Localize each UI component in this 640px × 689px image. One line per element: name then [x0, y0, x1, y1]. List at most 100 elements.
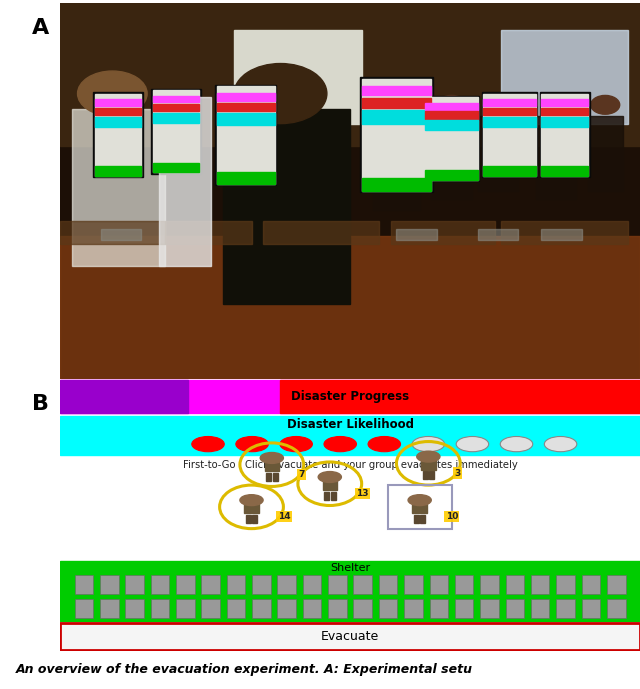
Bar — [244, 502, 259, 513]
Bar — [176, 575, 195, 594]
Bar — [388, 485, 452, 528]
Text: Evacuate: Evacuate — [321, 630, 380, 643]
Bar — [501, 30, 628, 123]
Text: First-to-Go : Click Evacuate and your group evacuates immediately: First-to-Go : Click Evacuate and your gr… — [182, 460, 518, 470]
Bar — [362, 86, 431, 96]
Circle shape — [236, 437, 268, 452]
Bar — [60, 623, 640, 650]
Bar — [153, 90, 199, 172]
Bar — [153, 96, 199, 102]
Bar — [396, 229, 437, 240]
Circle shape — [318, 471, 341, 482]
Text: An overview of the evacuation experiment. A: Experimental setu: An overview of the evacuation experiment… — [16, 663, 473, 676]
Bar — [150, 575, 169, 594]
Circle shape — [417, 451, 440, 462]
Bar — [483, 116, 536, 127]
Bar — [324, 492, 329, 500]
Bar — [541, 99, 588, 106]
Text: 10: 10 — [445, 512, 458, 521]
Bar — [362, 79, 431, 191]
Bar — [379, 575, 397, 594]
Bar — [379, 599, 397, 618]
Bar — [429, 575, 448, 594]
Bar — [477, 229, 518, 240]
Bar — [328, 575, 347, 594]
Circle shape — [545, 437, 577, 452]
Bar — [60, 562, 640, 621]
Circle shape — [324, 437, 356, 452]
Bar — [266, 473, 271, 481]
Circle shape — [412, 437, 445, 452]
Bar — [95, 107, 141, 115]
Bar — [426, 170, 477, 180]
Bar — [60, 380, 640, 413]
Bar — [506, 575, 524, 594]
Bar — [588, 116, 623, 191]
Bar — [164, 221, 252, 244]
Bar — [215, 85, 276, 185]
Bar — [455, 599, 474, 618]
Bar — [362, 98, 431, 108]
Bar — [60, 3, 640, 146]
Bar — [150, 599, 169, 618]
Bar — [556, 599, 575, 618]
Bar — [202, 599, 220, 618]
Circle shape — [483, 96, 513, 114]
Bar — [426, 121, 477, 130]
Circle shape — [591, 96, 620, 114]
Bar — [455, 575, 474, 594]
Text: 7: 7 — [298, 470, 304, 479]
Bar — [153, 163, 199, 172]
Bar — [72, 109, 164, 266]
Bar — [202, 575, 220, 594]
Bar — [60, 236, 640, 379]
Bar — [246, 515, 251, 523]
Text: Disaster Likelihood: Disaster Likelihood — [287, 418, 413, 431]
Bar — [429, 471, 434, 480]
Bar — [480, 599, 499, 618]
Bar — [252, 515, 257, 523]
Bar — [480, 575, 499, 594]
Circle shape — [541, 96, 570, 114]
Bar — [483, 99, 536, 106]
Bar — [541, 229, 582, 240]
Bar — [153, 116, 193, 191]
Bar — [217, 172, 275, 184]
Bar — [429, 599, 448, 618]
Bar — [330, 492, 335, 500]
Bar — [217, 86, 275, 184]
Bar — [95, 166, 141, 176]
Circle shape — [100, 96, 130, 114]
Bar — [277, 575, 296, 594]
Bar — [217, 93, 275, 101]
Bar — [541, 116, 588, 127]
Bar — [531, 599, 550, 618]
Bar — [373, 105, 420, 210]
Circle shape — [368, 437, 401, 452]
Bar — [60, 221, 164, 244]
Bar — [506, 599, 524, 618]
Bar — [234, 30, 362, 123]
Bar — [159, 97, 211, 266]
Bar — [252, 575, 271, 594]
Bar — [426, 112, 477, 119]
Text: Shelter: Shelter — [330, 564, 370, 573]
Text: B: B — [32, 394, 49, 414]
Circle shape — [234, 63, 327, 123]
Bar — [607, 575, 625, 594]
Circle shape — [159, 96, 188, 114]
Bar — [426, 103, 477, 110]
Bar — [328, 599, 347, 618]
Bar — [424, 96, 479, 181]
Bar — [125, 575, 144, 594]
Bar — [95, 99, 141, 106]
Circle shape — [437, 96, 466, 114]
Bar — [412, 502, 427, 513]
Bar — [483, 94, 536, 176]
Bar — [252, 599, 271, 618]
Bar — [414, 515, 419, 523]
Circle shape — [77, 71, 147, 116]
Bar — [303, 599, 321, 618]
Bar — [483, 107, 536, 115]
Bar — [483, 166, 536, 176]
